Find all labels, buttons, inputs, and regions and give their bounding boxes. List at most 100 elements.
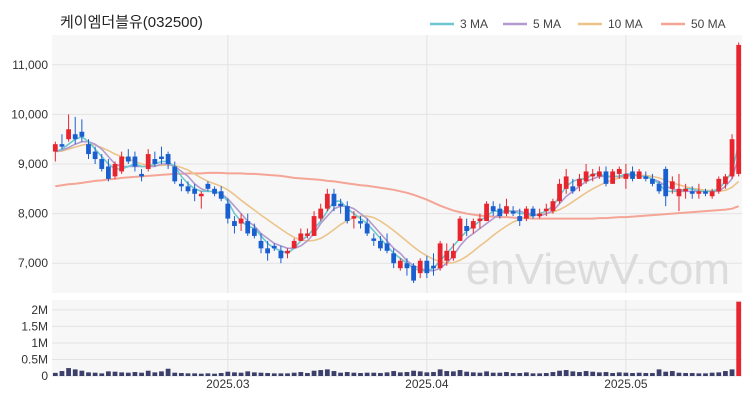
candle-body — [265, 248, 271, 254]
candle-body — [689, 191, 695, 194]
volume-bar — [291, 372, 297, 376]
candle — [238, 213, 244, 231]
candle-body — [119, 156, 125, 172]
candle — [225, 198, 231, 224]
volume-bar — [630, 373, 635, 376]
price-tick-label: 11,000 — [12, 58, 48, 72]
volume-bar — [676, 372, 682, 376]
volume-bar — [278, 373, 284, 376]
volume-bar — [391, 371, 397, 376]
candle-body — [238, 218, 244, 224]
candle-body — [311, 216, 317, 236]
candle-body — [106, 166, 111, 179]
legend: 3 MA 5 MA 10 MA 50 MA — [430, 17, 726, 31]
candle — [583, 164, 589, 184]
candle-body — [72, 134, 78, 140]
candle — [510, 206, 516, 217]
volume-bar — [152, 372, 158, 376]
candle — [324, 188, 330, 212]
candle — [318, 203, 324, 222]
volume-bar — [86, 372, 91, 376]
volume-bar — [603, 372, 609, 376]
candle-body — [285, 250, 290, 254]
candle — [165, 151, 171, 169]
candle-body — [218, 191, 224, 199]
candle-body — [703, 191, 708, 194]
legend-label: 3 MA — [460, 17, 488, 31]
volume-bar — [523, 372, 529, 376]
candle-body — [636, 171, 642, 179]
candle-body — [139, 173, 144, 177]
candle — [391, 248, 397, 269]
candle — [331, 188, 337, 212]
volume-bar — [338, 372, 343, 376]
candle — [245, 213, 251, 236]
candle — [265, 240, 271, 261]
volume-tick-label: 1M — [31, 336, 48, 350]
candle-body — [603, 171, 609, 184]
price-tick-label: 9,000 — [18, 157, 48, 171]
candle-body — [185, 186, 191, 192]
candle-body — [132, 156, 138, 167]
price-tick-label: 8,000 — [18, 207, 48, 221]
candle — [470, 218, 476, 234]
candle — [484, 201, 489, 222]
candle-body — [590, 173, 596, 177]
volume-bar — [251, 372, 257, 376]
candle — [676, 173, 682, 212]
candle — [278, 245, 284, 264]
volume-bar — [106, 371, 111, 376]
volume-bar — [298, 372, 304, 376]
volume-bar — [99, 373, 105, 376]
candle — [59, 134, 65, 150]
volume-bar — [245, 371, 251, 376]
candle — [92, 146, 98, 164]
candle — [444, 243, 450, 266]
volume-bar — [364, 372, 370, 376]
candle-body — [66, 129, 71, 140]
candle-body — [212, 188, 217, 194]
volume-bar — [79, 370, 85, 376]
candle-body — [378, 240, 383, 249]
candle — [411, 263, 416, 284]
volume-bar — [557, 370, 562, 376]
candle-body — [205, 183, 211, 189]
candle — [736, 42, 742, 177]
candle — [570, 178, 576, 194]
candle-body — [318, 208, 324, 219]
candle — [669, 176, 675, 194]
candle-body — [278, 250, 284, 259]
candle — [311, 211, 317, 236]
candle-body — [344, 206, 350, 222]
candle-body — [52, 144, 58, 152]
watermark: enViewV.com — [466, 245, 730, 294]
volume-bar — [192, 373, 198, 376]
volume-bar — [384, 372, 390, 376]
candle-body — [291, 240, 297, 249]
candle — [656, 181, 662, 194]
volume-bar — [484, 371, 489, 376]
candle-body — [736, 44, 742, 174]
volume-bar — [437, 369, 443, 376]
candle — [205, 181, 211, 192]
candle-body — [165, 154, 171, 164]
candle-body — [623, 173, 629, 179]
candle — [477, 213, 483, 229]
candle — [119, 151, 125, 174]
volume-bar — [112, 371, 118, 376]
candle-body — [331, 193, 337, 207]
candle — [351, 211, 357, 229]
candle-body — [79, 131, 85, 137]
volume-bar — [172, 372, 178, 376]
candle-body — [178, 183, 184, 187]
candle-body — [457, 218, 463, 241]
candle-body — [444, 250, 450, 261]
volume-bar — [378, 373, 383, 376]
candle-body — [86, 144, 91, 155]
candle-body — [152, 159, 158, 164]
volume-bar — [470, 372, 476, 376]
volume-bar — [351, 372, 357, 376]
candle-body — [451, 250, 456, 259]
candle — [563, 168, 569, 194]
